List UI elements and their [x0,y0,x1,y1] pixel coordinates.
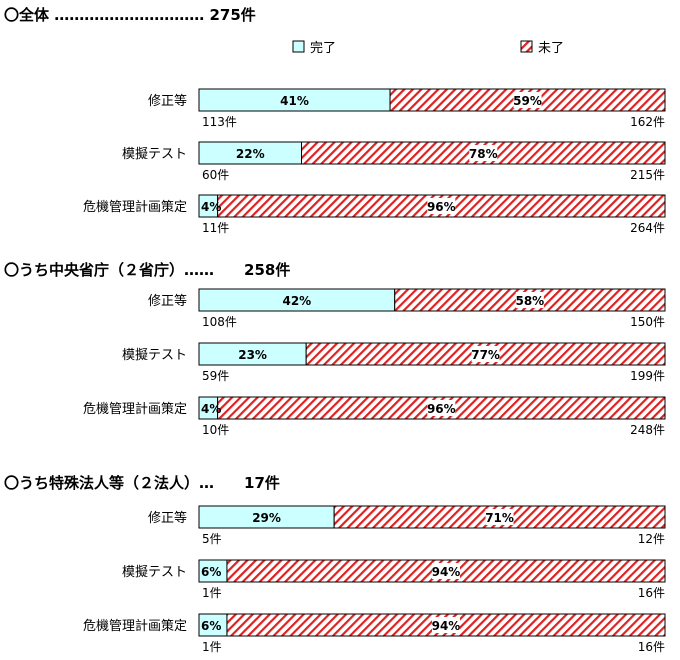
pct-label-not-done-ministries-mock-test: 77% [471,348,500,362]
count-done-overall-mock-test: 60件 [202,168,229,182]
category-label-overall-mock-test: 模擬テスト [122,146,187,162]
pct-label-done-ministries-mock-test: 23% [238,348,267,362]
count-done-overall-crisis-plan: 11件 [202,221,229,235]
pct-label-done-overall-crisis-plan: 4% [201,200,221,214]
pct-label-not-done-overall-crisis-plan: 96% [427,200,456,214]
count-done-ministries-crisis-plan: 10件 [202,423,229,437]
pct-label-not-done-ministries-crisis-plan: 96% [427,402,456,416]
category-label-special-corporations-mock-test: 模擬テスト [122,564,187,580]
pct-label-not-done-overall-revision: 59% [513,94,542,108]
section-heading-special-corporations: 〇うち特殊法人等（２法人）… 17件 [4,474,280,492]
count-done-ministries-revision: 108件 [202,315,237,329]
category-label-ministries-crisis-plan: 危機管理計画策定 [83,401,187,417]
section-heading-ministries: 〇うち中央省庁（２省庁）…… 258件 [4,261,290,279]
category-label-overall-crisis-plan: 危機管理計画策定 [83,199,187,215]
count-not-done-ministries-mock-test: 199件 [630,369,665,383]
pct-label-bg-not-done-ministries-mock-test [471,346,500,362]
count-done-special-corporations-crisis-plan: 1件 [202,640,222,654]
pct-label-not-done-special-corporations-crisis-plan: 94% [432,619,461,633]
legend-swatch-done [292,40,305,53]
pct-label-not-done-ministries-revision: 58% [515,294,544,308]
category-label-ministries-revision: 修正等 [148,293,187,309]
category-label-special-corporations-crisis-plan: 危機管理計画策定 [83,618,187,634]
pct-label-bg-not-done-ministries-crisis-plan [427,400,456,416]
count-not-done-special-corporations-revision: 12件 [638,532,665,546]
pct-label-bg-done-overall-crisis-plan [200,198,216,214]
section-heading-overall: 〇全体 ………………………… 275件 [4,6,256,24]
pct-label-bg-not-done-overall-mock-test [469,145,498,161]
legend-label-not-done: 未了 [538,41,564,56]
pct-label-done-special-corporations-crisis-plan: 6% [201,619,221,633]
count-not-done-ministries-crisis-plan: 248件 [630,423,665,437]
pct-label-bg-done-special-corporations-crisis-plan [200,617,216,633]
pct-label-done-special-corporations-mock-test: 6% [201,565,221,579]
pct-label-bg-not-done-overall-crisis-plan [427,198,456,214]
pct-label-done-special-corporations-revision: 29% [252,511,281,525]
pct-label-bg-not-done-special-corporations-mock-test [431,563,460,579]
count-done-special-corporations-mock-test: 1件 [202,586,222,600]
pct-label-bg-not-done-special-corporations-revision [485,509,514,525]
count-not-done-overall-mock-test: 215件 [630,168,665,182]
pct-label-done-overall-mock-test: 22% [236,147,265,161]
pct-label-done-ministries-crisis-plan: 4% [201,402,221,416]
pct-label-done-overall-revision: 41% [280,94,309,108]
count-not-done-special-corporations-mock-test: 16件 [638,586,665,600]
pct-label-bg-done-ministries-crisis-plan [200,400,216,416]
pct-label-bg-done-special-corporations-mock-test [200,563,216,579]
count-not-done-ministries-revision: 150件 [630,315,665,329]
category-label-overall-revision: 修正等 [148,93,187,109]
count-not-done-overall-revision: 162件 [630,115,665,129]
pct-label-not-done-special-corporations-revision: 71% [485,511,514,525]
count-done-overall-revision: 113件 [202,115,237,129]
count-not-done-overall-crisis-plan: 264件 [630,221,665,235]
count-not-done-special-corporations-crisis-plan: 16件 [638,640,665,654]
category-label-ministries-mock-test: 模擬テスト [122,347,187,363]
count-done-ministries-mock-test: 59件 [202,369,229,383]
count-done-special-corporations-revision: 5件 [202,532,222,546]
pct-label-bg-not-done-ministries-revision [515,292,544,308]
pct-label-bg-not-done-special-corporations-crisis-plan [431,617,460,633]
pct-label-done-ministries-revision: 42% [282,294,311,308]
pct-label-not-done-special-corporations-mock-test: 94% [432,565,461,579]
category-label-special-corporations-revision: 修正等 [148,510,187,526]
pct-label-not-done-overall-mock-test: 78% [469,147,498,161]
legend-swatch-not-done [520,40,533,53]
legend: 完了 未了 [292,40,564,56]
pct-label-bg-not-done-overall-revision [513,92,542,108]
legend-label-done: 完了 [310,41,336,56]
